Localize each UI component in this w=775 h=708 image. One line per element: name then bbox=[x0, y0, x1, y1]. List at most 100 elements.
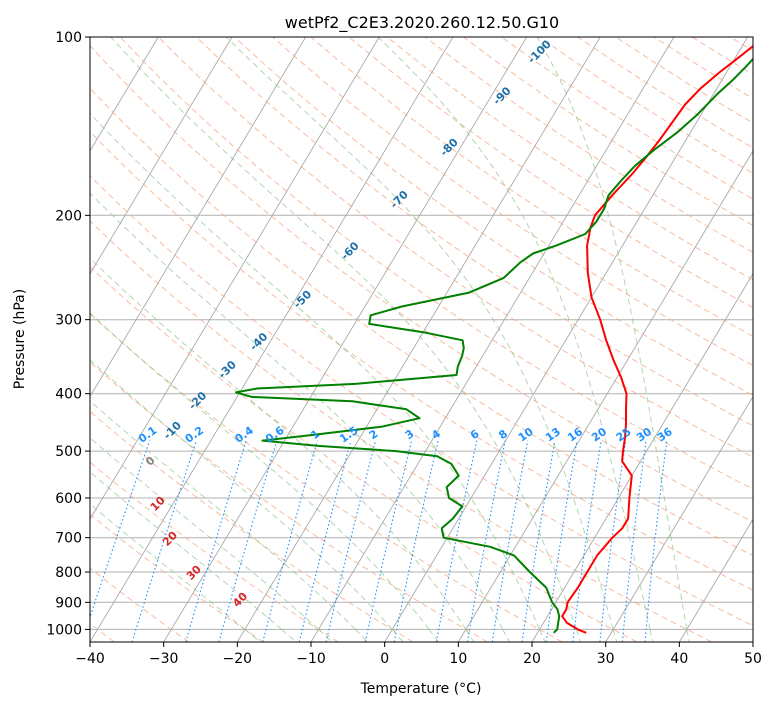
temperature-profile-line bbox=[561, 44, 753, 634]
mixing-ratio-line bbox=[90, 440, 151, 619]
mixing-ratio-line bbox=[262, 440, 318, 642]
moist-adiabat-line bbox=[90, 400, 369, 642]
y-tick-label: 200 bbox=[55, 208, 82, 224]
moist-adiabat-line bbox=[90, 192, 510, 642]
mixing-ratio-line bbox=[466, 440, 506, 642]
y-axis: 1000 900 800 700 600 500 400 300 200 100 bbox=[46, 30, 90, 638]
x-tick-label: −10 bbox=[296, 651, 326, 667]
moist-adiabat-line bbox=[110, 37, 582, 642]
moist-adiabat-line bbox=[90, 312, 439, 642]
isotherm-line bbox=[605, 395, 753, 642]
dry-adiabat-line bbox=[90, 87, 753, 557]
y-tick-label: 400 bbox=[55, 387, 82, 403]
isotherm-line bbox=[310, 37, 675, 642]
chart-title: wetPf2_C2E3.2020.260.12.50.G10 bbox=[285, 13, 559, 33]
x-tick-label: 40 bbox=[670, 651, 688, 667]
dry-adiabat-line bbox=[539, 37, 753, 174]
dry-adiabat-line bbox=[90, 220, 712, 642]
series-layer bbox=[235, 44, 753, 634]
mixing-ratio-label: 3 bbox=[403, 427, 417, 442]
isotherm-line bbox=[0, 37, 11, 642]
isotherm-line bbox=[236, 37, 601, 642]
mixing-ratio-line bbox=[325, 440, 377, 642]
dry-adiabat-line bbox=[90, 567, 190, 642]
mixing-ratio-label: 4 bbox=[429, 427, 443, 442]
dry-adiabat-line bbox=[90, 361, 488, 642]
dry-adiabat-label: 40 bbox=[230, 590, 250, 610]
dry-adiabat-line bbox=[157, 37, 753, 458]
dry-adiabat-line bbox=[90, 313, 563, 642]
isotherm-line bbox=[531, 272, 753, 642]
dry-adiabat-label: -90 bbox=[490, 84, 513, 107]
y-tick-label: 300 bbox=[55, 313, 82, 329]
dry-adiabat-line bbox=[348, 37, 753, 309]
moist-adiabat-line bbox=[90, 471, 297, 642]
x-tick-label: 0 bbox=[380, 651, 389, 667]
mixing-ratio-line bbox=[218, 440, 278, 642]
moist-adiabat-line bbox=[90, 112, 546, 642]
dewpoint-profile-line bbox=[235, 57, 753, 634]
x-tick-label: −20 bbox=[223, 651, 253, 667]
moist-adiabat-line bbox=[90, 257, 475, 642]
dry-adiabat-label: -50 bbox=[291, 288, 314, 311]
dry-adiabat-label: -40 bbox=[247, 330, 270, 353]
mixing-ratio-line bbox=[364, 440, 413, 642]
mixing-ratio-label: 13 bbox=[543, 425, 563, 444]
mixing-ratio-line bbox=[599, 440, 627, 642]
isotherm-line bbox=[90, 37, 380, 521]
plot-frame bbox=[89, 36, 754, 643]
dry-adiabat-line bbox=[768, 37, 775, 642]
mixing-ratio-label: 0.4 bbox=[232, 424, 256, 446]
mixing-ratio-line bbox=[393, 440, 439, 642]
mixing-ratio-label: 0.1 bbox=[136, 424, 159, 446]
mixing-ratio-label: 6 bbox=[468, 427, 482, 442]
dry-adiabat-line bbox=[310, 37, 753, 337]
mixing-ratio-label: 8 bbox=[496, 427, 510, 442]
moist-adiabat-line bbox=[90, 437, 333, 642]
label-layer: 0.1 0.2 0.4 0.6 1 1.5 2 3 4 6 8 10 13 16 20 25 30 36-100-… bbox=[136, 37, 675, 609]
y-tick-label: 600 bbox=[55, 491, 82, 507]
x-tick-label: −30 bbox=[149, 651, 179, 667]
mixing-ratio-label: 10 bbox=[516, 425, 536, 445]
dry-adiabat-line bbox=[196, 37, 753, 427]
isotherm-line bbox=[163, 37, 528, 642]
mixing-ratio-line bbox=[131, 440, 197, 642]
dry-adiabat-line bbox=[90, 461, 339, 642]
mixing-ratio-line bbox=[644, 440, 668, 642]
dry-adiabat-line bbox=[90, 175, 753, 627]
dry-adiabat-line bbox=[90, 410, 414, 642]
mixing-ratio-label: 16 bbox=[565, 425, 585, 445]
dry-adiabat-line bbox=[90, 513, 264, 642]
dry-adiabat-label: -70 bbox=[388, 188, 411, 211]
isotherm-line bbox=[90, 37, 159, 152]
isotherm-line bbox=[90, 37, 307, 398]
mixing-ratio-line bbox=[572, 440, 602, 642]
dry-adiabat-line bbox=[386, 37, 753, 281]
mixing-ratio-label: 2 bbox=[367, 427, 381, 442]
dry-adiabat-label: -80 bbox=[438, 135, 461, 158]
mixing-ratio-line bbox=[298, 440, 352, 642]
x-tick-label: 50 bbox=[744, 651, 762, 667]
isotherm-line bbox=[90, 37, 454, 642]
mixing-ratio-label: 30 bbox=[634, 425, 654, 445]
grid-layer bbox=[0, 37, 775, 642]
mixing-ratio-line bbox=[491, 440, 529, 642]
dry-adiabat-line bbox=[119, 37, 753, 490]
mixing-ratio-line bbox=[435, 440, 478, 642]
mixing-ratio-line bbox=[521, 440, 556, 642]
isotherm-line bbox=[384, 37, 749, 642]
x-axis-title: Temperature (°C) bbox=[360, 681, 482, 697]
y-tick-label: 700 bbox=[55, 531, 82, 547]
x-tick-label: 10 bbox=[449, 651, 467, 667]
isotherm-line bbox=[678, 518, 753, 642]
dry-adiabat-line bbox=[90, 266, 638, 642]
x-axis: −40 −30 −20 −10 0 10 20 30 40 50 bbox=[75, 642, 762, 667]
dry-adiabat-line bbox=[90, 130, 753, 591]
x-tick-label: 30 bbox=[597, 651, 615, 667]
moist-adiabat-line bbox=[536, 37, 690, 642]
moist-adiabat-line bbox=[225, 37, 618, 642]
dry-adiabat-label: -60 bbox=[338, 239, 361, 262]
y-axis-title: Pressure (hPa) bbox=[12, 289, 28, 389]
dry-adiabat-label: -100 bbox=[525, 37, 554, 66]
